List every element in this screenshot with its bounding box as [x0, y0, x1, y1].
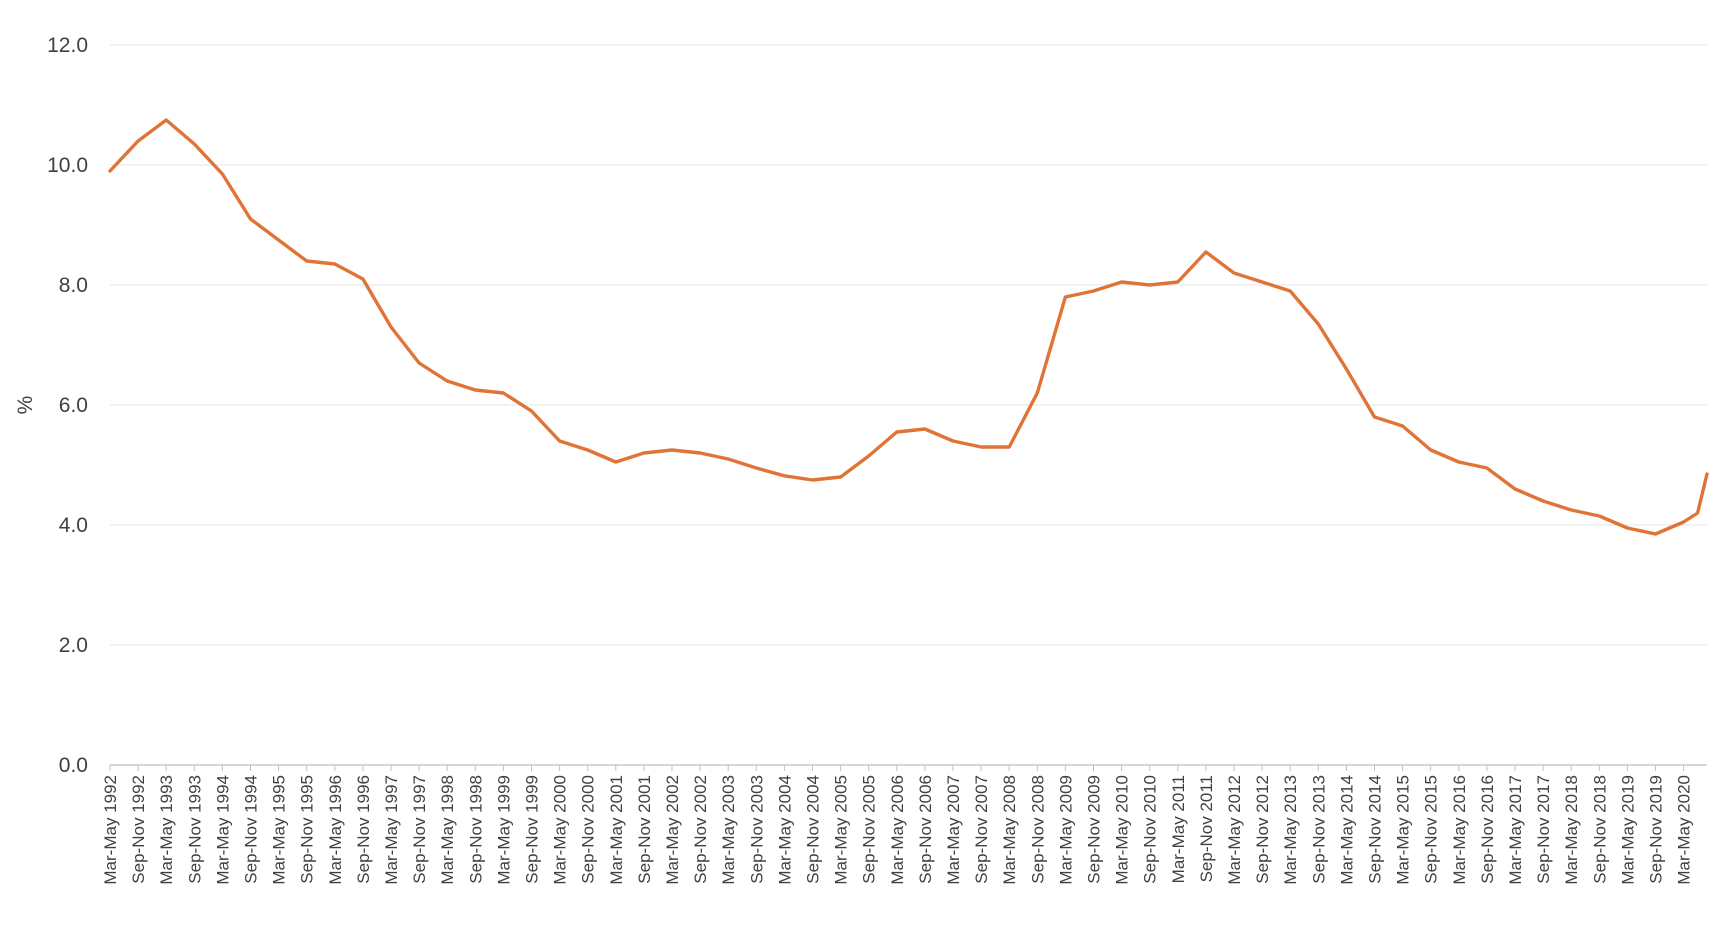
x-tick-label: Sep-Nov 1994	[241, 775, 260, 884]
x-tick-label: Sep-Nov 2002	[691, 775, 710, 884]
x-tick-label: Sep-Nov 2011	[1197, 775, 1216, 882]
x-tick-label: Sep-Nov 2018	[1590, 775, 1609, 884]
x-tick-label: Sep-Nov 1996	[354, 775, 373, 884]
x-tick-label: Sep-Nov 1998	[466, 775, 485, 884]
x-tick-label: Mar-May 2004	[775, 775, 794, 885]
x-tick-label: Mar-May 1998	[438, 775, 457, 885]
x-tick-label: Sep-Nov 2017	[1534, 775, 1553, 884]
y-tick-label: 2.0	[59, 634, 88, 657]
x-tick-label: Mar-May 2002	[663, 775, 682, 885]
x-tick-label: Sep-Nov 2007	[972, 775, 991, 884]
x-tick-label: Sep-Nov 2012	[1253, 775, 1272, 884]
y-axis: 0.0 2.0 4.0 6.0 8.0 10.0 12.0	[47, 34, 88, 777]
x-tick-label: Mar-May 2007	[944, 775, 963, 885]
x-tick-label: Mar-May 2017	[1506, 775, 1525, 885]
x-tick-label: Sep-Nov 2001	[635, 775, 654, 884]
x-tick-label: Sep-Nov 2015	[1422, 775, 1441, 884]
x-tick-label: Sep-Nov 1993	[185, 775, 204, 884]
x-tick-label: Mar-May 2019	[1618, 775, 1637, 885]
x-tick-label: Mar-May 2009	[1056, 775, 1075, 885]
y-axis-title: %	[14, 396, 37, 415]
x-tick-label: Sep-Nov 2006	[916, 775, 935, 884]
x-tick-label: Mar-May 2015	[1394, 775, 1413, 885]
gridlines	[110, 44, 1707, 646]
x-tick-label: Sep-Nov 1992	[129, 775, 148, 884]
x-tick-label: Mar-May 2020	[1675, 775, 1694, 885]
x-tick-label: Sep-Nov 2004	[803, 775, 822, 884]
x-tick-label: Mar-May 2011	[1169, 775, 1188, 883]
x-tick-label: Sep-Nov 2005	[860, 775, 879, 884]
x-tick-label: Mar-May 2016	[1450, 775, 1469, 885]
x-tick-label: Mar-May 2003	[719, 775, 738, 885]
x-tick-label: Sep-Nov 2014	[1365, 775, 1384, 884]
x-tick-label: Sep-Nov 2009	[1084, 775, 1103, 884]
x-axis: Mar-May 1992 Sep-Nov 1992 Mar-May 1993 Sep-…	[101, 765, 1694, 885]
x-tick-label: Mar-May 2013	[1281, 775, 1300, 885]
y-tick-label: 12.0	[47, 34, 88, 57]
x-tick-label: Mar-May 2006	[888, 775, 907, 885]
x-tick-label: Mar-May 2001	[607, 775, 626, 885]
x-tick-label: Mar-May 1997	[382, 775, 401, 885]
x-tick-label: Mar-May 2005	[832, 775, 851, 885]
x-tick-label: Mar-May 2014	[1337, 775, 1356, 885]
x-tick-label: Sep-Nov 2008	[1028, 775, 1047, 884]
x-tick-label: Sep-Nov 2003	[747, 775, 766, 884]
x-tick-label: Mar-May 1992	[101, 775, 120, 885]
x-tick-label: Mar-May 2010	[1113, 775, 1132, 885]
x-tick-label: Mar-May 1999	[494, 775, 513, 885]
x-tick-label: Mar-May 2000	[551, 775, 570, 885]
x-tick-label: Mar-May 2008	[1000, 775, 1019, 885]
y-tick-label: 8.0	[59, 274, 88, 297]
x-tick-label: Sep-Nov 1995	[298, 775, 317, 884]
x-tick-label: Sep-Nov 1999	[522, 775, 541, 884]
x-tick-label: Sep-Nov 2013	[1309, 775, 1328, 884]
y-tick-label: 4.0	[59, 514, 88, 537]
x-tick-label: Mar-May 2018	[1562, 775, 1581, 885]
y-tick-label: 0.0	[59, 754, 88, 777]
x-tick-label: Sep-Nov 2019	[1646, 775, 1665, 884]
x-tick-label: Mar-May 1995	[270, 775, 289, 885]
x-tick-label: Sep-Nov 2010	[1141, 775, 1160, 884]
x-tick-label: Mar-May 1993	[157, 775, 176, 885]
x-tick-label: Sep-Nov 1997	[410, 775, 429, 884]
x-tick-label: Mar-May 1996	[326, 775, 345, 885]
x-tick-label: Mar-May 2012	[1225, 775, 1244, 885]
y-tick-label: 10.0	[47, 154, 88, 177]
y-tick-label: 6.0	[59, 394, 88, 417]
x-tick-label: Sep-Nov 2016	[1478, 775, 1497, 884]
x-tick-label: Sep-Nov 2000	[579, 775, 598, 884]
series-line	[108, 118, 1709, 536]
x-tick-label: Mar-May 1994	[213, 775, 232, 885]
